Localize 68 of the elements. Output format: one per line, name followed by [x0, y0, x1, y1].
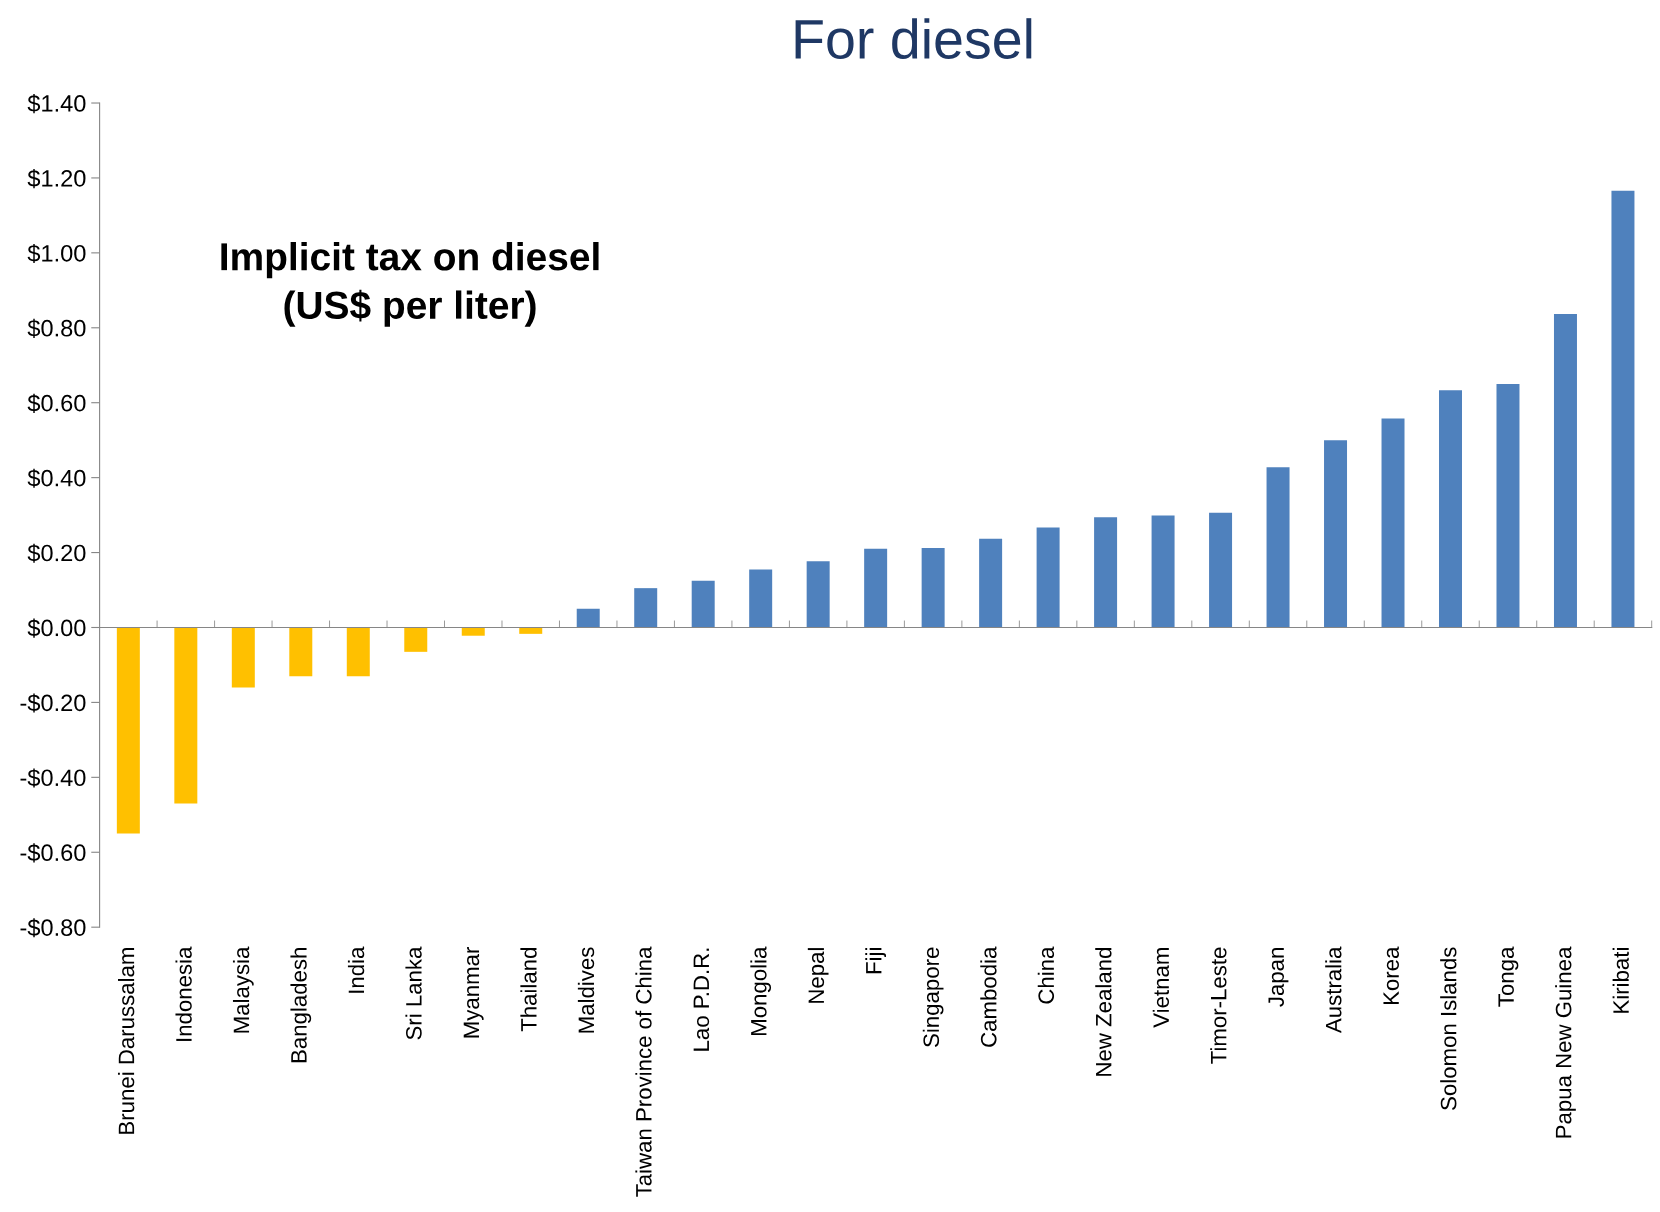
bar [346, 627, 370, 677]
x-tick-label: Maldives [577, 947, 595, 1033]
bar [576, 608, 600, 628]
x-tick-label: Lao P.D.R. [693, 948, 710, 1051]
x-tick-label: Mongolia [750, 946, 772, 1035]
chart-title: For diesel [795, 18, 1032, 59]
annotation: Implicit tax on diesel (US$ per liter) [221, 241, 599, 327]
y-tick-label: -$0.60 [20, 843, 86, 863]
x-tick-label: Solomon Islands [1440, 947, 1457, 1110]
bar [231, 627, 255, 688]
x-tick-label: Taiwan Province of China [635, 946, 652, 1197]
x-tick-label: Fiji [865, 948, 887, 974]
bar [806, 561, 830, 628]
x-tick-label: Brunei Darussalam [117, 948, 135, 1134]
x-tick-label: Papua New Guinea [1555, 946, 1576, 1138]
y-tick-label: -$0.20 [20, 693, 86, 713]
x-tick-label: China [1037, 946, 1055, 1004]
bar [461, 627, 485, 636]
y-tick-label: $0.00 [27, 618, 86, 638]
bar [404, 627, 428, 652]
bar [1611, 190, 1635, 628]
bar [749, 569, 773, 628]
bar [921, 548, 945, 628]
bar [634, 588, 658, 628]
x-tick-label: New Zealand [1095, 948, 1112, 1076]
bar [1094, 517, 1118, 628]
bar [1151, 515, 1175, 628]
bar [289, 627, 313, 677]
bar [691, 580, 715, 628]
y-tick-label: $1.40 [27, 94, 86, 114]
bar [1439, 390, 1462, 628]
bar [519, 627, 543, 634]
bar [1209, 512, 1233, 628]
x-tick-label: Tonga [1498, 946, 1519, 1007]
y-tick-label: -$0.80 [20, 918, 86, 938]
x-tick-label: India [347, 946, 365, 993]
x-tick-label: Kiribati [1612, 948, 1629, 1013]
x-tick-label: Timor-Leste [1210, 947, 1227, 1064]
y-tick-label: $0.60 [27, 393, 86, 413]
x-tick-label: Myanmar [463, 946, 484, 1038]
x-tick-label: Sri Lanka [405, 946, 422, 1040]
bar [116, 627, 140, 834]
y-tick-label: $0.80 [27, 318, 86, 338]
bar [1381, 418, 1405, 628]
y-tick-label: $1.20 [27, 169, 86, 189]
y-tick-label: $1.00 [27, 243, 86, 264]
x-tick-label: Bangladesh [290, 948, 312, 1063]
x-tick-label: Indonesia [175, 946, 192, 1041]
x-tick-label: Japan [1268, 948, 1289, 1007]
x-tick-label: Korea [1383, 946, 1399, 1005]
bar [864, 548, 888, 628]
x-tick-label: Singapore [922, 947, 944, 1047]
y-tick-label: $0.40 [27, 468, 86, 488]
x-tick-label: Vietnam [1152, 948, 1170, 1028]
x-tick-label: Malaysia [232, 946, 254, 1033]
x-tick-label: Cambodia [980, 946, 997, 1047]
y-tick-label: -$0.40 [20, 768, 86, 788]
y-tick-label: $0.20 [27, 543, 86, 563]
bar [1036, 527, 1060, 628]
bar [174, 627, 198, 804]
bar [1266, 467, 1290, 628]
bar [1553, 313, 1577, 628]
bar [979, 538, 1003, 628]
bar [1496, 383, 1520, 628]
x-tick-label: Australia [1325, 946, 1342, 1034]
bar [1324, 440, 1348, 628]
x-tick-label: Nepal [807, 948, 829, 1003]
x-tick-label: Thailand [520, 948, 537, 1032]
